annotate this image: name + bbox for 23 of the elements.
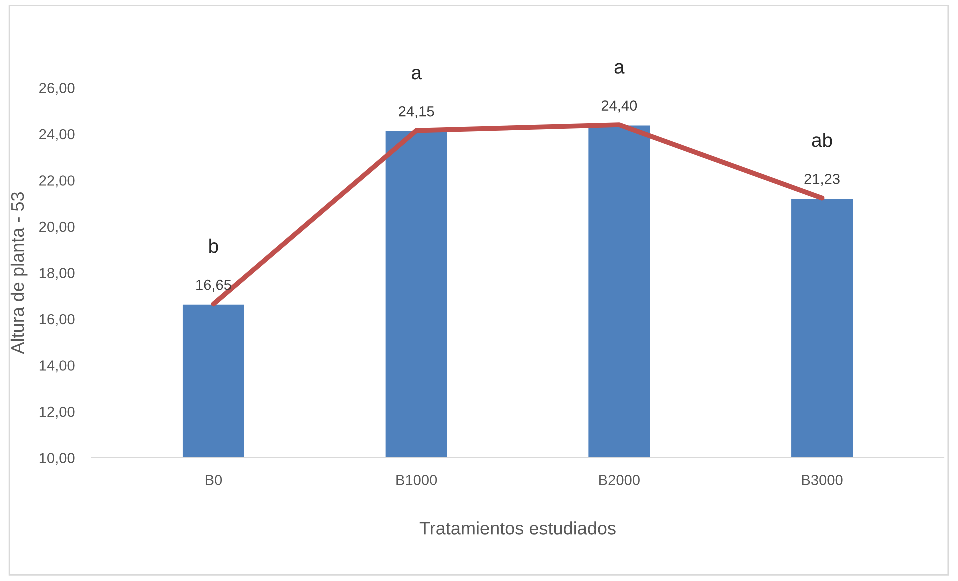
text: a [614,63,625,74]
x-axis-title: Tratamientos estudiados [420,522,616,535]
y-tick-label: 24,00 [40,129,75,142]
y-tick-label: 12,00 [40,406,75,419]
x-tick-label: B0 [206,475,222,486]
y-tick-label: 20,00 [40,222,75,234]
x-tick-label: B1000 [396,475,438,486]
x-tick-label: B3000 [802,475,843,486]
y-tick-label: 18,00 [40,268,75,280]
data-label: 21,23 [804,174,840,186]
y-tick-label: 10,00 [40,453,75,466]
x-tick-label: B2000 [600,475,640,486]
y-tick-label: 16,00 [40,314,75,326]
y-tick-label: 22,00 [40,176,75,188]
y-tick-label: 26,00 [40,83,75,96]
annotation: b [210,238,218,254]
data-label: 16,65 [196,280,232,292]
y-axis-title: Altura de planta - 53 [10,192,28,354]
text: a [412,69,422,80]
data-label: 24,40 [602,100,638,113]
annotation: ab [812,132,832,148]
y-tick-label: 14,00 [40,360,75,373]
data-label: 24,15 [399,106,434,119]
